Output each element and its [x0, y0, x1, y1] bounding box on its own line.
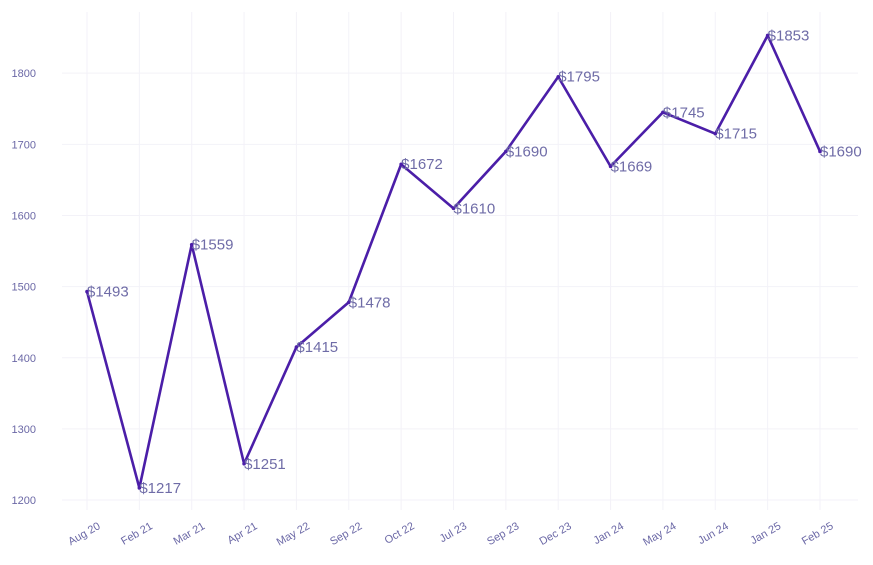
- x-tick-label: Jun 24: [696, 520, 731, 547]
- x-tick-label: Feb 25: [800, 520, 836, 548]
- x-tick-label: May 24: [641, 520, 678, 548]
- x-axis: Aug 20 Feb 21 Mar 21 Apr 21 May 22 Sep 22 Oct …: [66, 520, 835, 548]
- grid-layer: [62, 12, 858, 510]
- data-label: $1690: [506, 143, 548, 160]
- data-point: [242, 461, 246, 466]
- data-point: [765, 33, 770, 38]
- x-tick-label: Jul 23: [438, 520, 469, 545]
- series-layer: [85, 33, 822, 490]
- x-tick-label: Aug 20: [66, 520, 102, 548]
- data-label: $1745: [663, 104, 705, 121]
- data-label: $1669: [611, 158, 653, 175]
- x-tick-label: Jan 24: [591, 520, 626, 547]
- data-point: [556, 74, 561, 79]
- y-tick-label: 1400: [12, 353, 36, 365]
- x-tick-label: Feb 21: [119, 520, 155, 548]
- data-label: $1493: [87, 284, 129, 301]
- x-tick-label: Oct 22: [383, 520, 417, 547]
- data-point: [504, 149, 508, 154]
- data-label: $1795: [558, 69, 600, 86]
- y-tick-label: 1500: [12, 282, 36, 294]
- data-point: [189, 242, 194, 247]
- y-axis: 1200 1300 1400 1500 1600 1700 1800: [12, 68, 36, 507]
- data-label-layer: $1493 $1217 $1559 $1251 $1415 $1478 $1672 $1610…: [87, 27, 862, 496]
- x-tick-label: Dec 23: [538, 520, 574, 548]
- y-tick-label: 1700: [12, 139, 36, 151]
- data-label: $1478: [349, 294, 391, 311]
- data-point: [294, 345, 299, 349]
- data-point: [85, 289, 89, 294]
- x-tick-label: May 22: [275, 520, 312, 548]
- x-tick-label: Sep 23: [485, 520, 521, 548]
- y-tick-label: 1200: [12, 495, 36, 507]
- data-label: $1672: [401, 156, 443, 173]
- y-tick-label: 1300: [12, 424, 36, 436]
- y-tick-label: 1800: [12, 68, 36, 80]
- data-point: [818, 149, 822, 154]
- data-label: $1853: [768, 27, 810, 44]
- x-tick-label: Sep 22: [328, 520, 364, 548]
- data-label: $1415: [296, 339, 338, 356]
- data-label: $1559: [192, 237, 234, 254]
- x-tick-label: Apr 21: [225, 520, 259, 547]
- data-label: $1217: [139, 480, 181, 497]
- data-point: [346, 300, 351, 305]
- data-point: [451, 206, 456, 211]
- y-tick-label: 1600: [12, 210, 36, 222]
- data-point: [713, 131, 718, 136]
- data-label: $1610: [454, 200, 496, 217]
- data-point: [661, 110, 665, 115]
- data-label: $1715: [715, 126, 757, 143]
- x-tick-label: Mar 21: [172, 520, 208, 548]
- data-point: [399, 162, 403, 167]
- data-point: [137, 486, 142, 490]
- data-label: $1690: [820, 143, 862, 160]
- data-point: [608, 164, 613, 169]
- x-tick-label: Jan 25: [749, 520, 784, 547]
- data-label: $1251: [244, 456, 286, 473]
